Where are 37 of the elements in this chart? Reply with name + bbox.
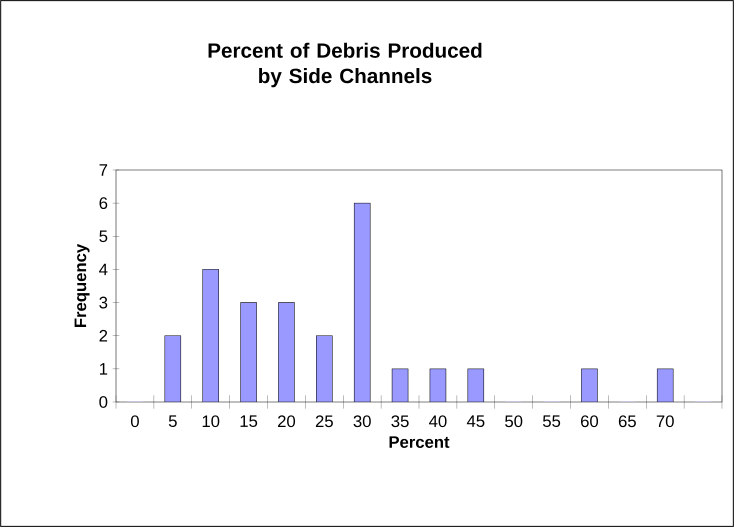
bar [202,269,219,402]
chart-title: Percent of Debris Produced by Side Channels [208,42,482,88]
y-tick-label: 5 [99,230,108,242]
x-tick-label: 0 [130,415,139,428]
y-tick-label: 2 [100,330,108,342]
x-tick-label: 20 [278,415,296,428]
y-tick-label: 7 [100,164,108,176]
bar [581,368,598,402]
x-tick-label: 5 [168,415,177,427]
bar [354,202,370,402]
y-tick-label: 3 [99,296,108,308]
y-tick-label: 4 [99,264,108,276]
bar [240,302,257,402]
x-tick-label: 35 [391,415,409,428]
x-tick-label: 15 [240,415,258,427]
y-tick-label: 0 [99,396,108,408]
x-axis-title: Percent [390,436,450,448]
x-tick-label: 60 [581,415,598,428]
y-axis-title: Frequency [74,244,90,328]
bar [392,368,408,402]
x-tick-label: 65 [618,415,636,428]
y-tick-label: 1 [100,363,108,375]
x-tick-label: 10 [202,415,220,428]
bar [656,368,674,402]
x-tick-label: 50 [505,415,522,428]
bar [430,368,446,402]
x-tick-label: 55 [542,415,560,427]
bar [164,335,182,402]
x-tick-label: 45 [466,415,484,427]
bar [468,368,484,402]
x-tick-label: 25 [316,415,333,428]
y-tick-label: 6 [100,197,108,210]
bar [316,335,333,402]
bar [278,302,295,402]
x-tick-label: 30 [354,415,371,428]
x-tick-label: 70 [656,415,674,428]
x-tick-label: 40 [429,415,447,428]
